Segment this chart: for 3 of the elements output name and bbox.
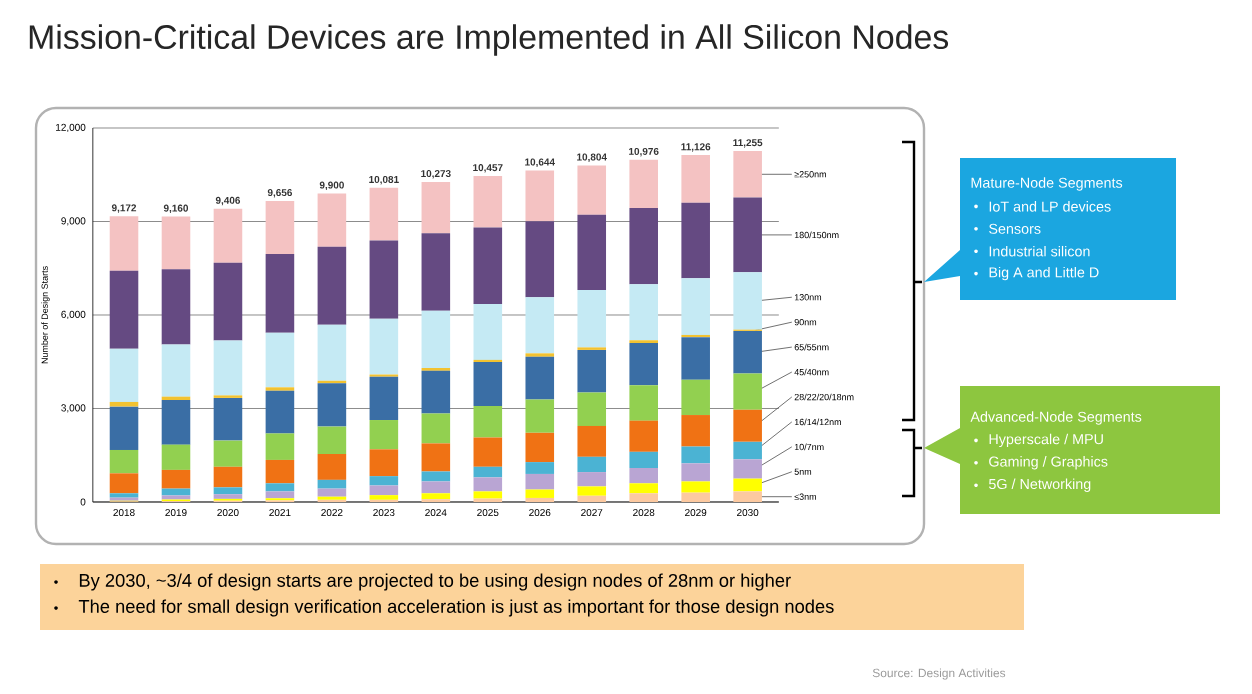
text: By 2030, ~3/4 of design starts are projected to be using design nodes of 28nm or higher [79, 573, 791, 591]
text: The need for small design verification acceleration is just as important for those design nodes [78, 599, 834, 617]
chart-title: Mission-Critical Devices are Implemented in All Silicon Nodes [29, 24, 949, 56]
